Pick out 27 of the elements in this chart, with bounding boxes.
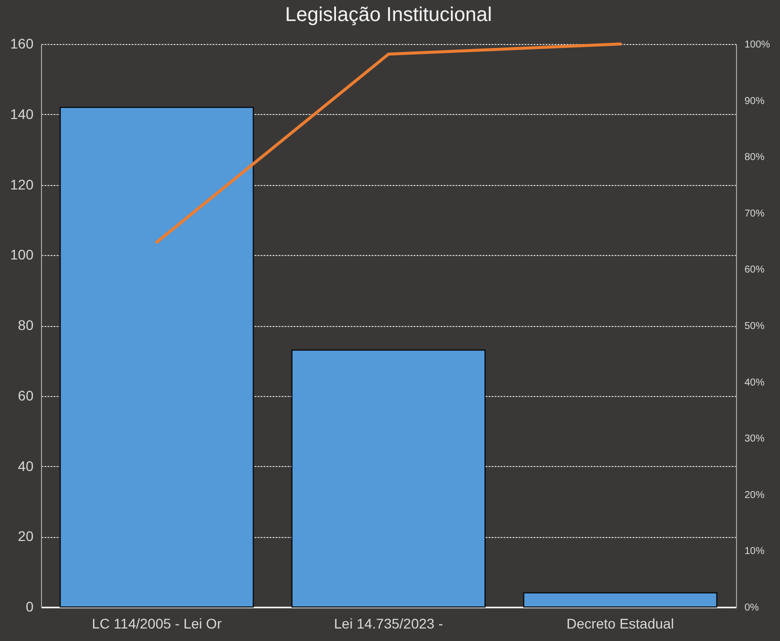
y2-tick-label: 0% [744,602,760,614]
y2-tick-label: 90% [744,96,765,107]
y-tick-label: 140 [10,106,34,122]
y2-tick-label: 20% [744,490,765,501]
y2-tick-label: 30% [744,434,765,445]
x-tick-label: Decreto Estadual [566,616,674,632]
bar [60,106,254,608]
y-tick-label: 0 [26,598,34,614]
y2-tick-label: 70% [744,208,765,220]
y-tick-label: 20 [18,528,34,544]
y2-tick-label: 100% [744,40,770,50]
y-tick-label: 40 [18,458,34,474]
y2-tick-label: 10% [744,546,765,558]
x-tick-label: LC 114/2005 - Lei Or [92,616,222,632]
y-tick-label: 120 [10,176,34,192]
y-tick-label: 100 [10,246,34,263]
y2-tick-label: 50% [744,321,765,332]
bar [291,350,486,608]
bar [523,592,718,608]
y-tick-label: 80 [18,317,34,333]
chart-title: Legislação Institucional [285,4,492,26]
y2-tick-label: 60% [744,264,765,276]
x-tick-label: Lei 14.735/2023 - [334,616,444,632]
y-tick-label: 60 [18,387,34,404]
y2-tick-label: 40% [744,377,765,388]
y2-tick-label: 80% [744,152,765,164]
y-tick-label: 160 [10,36,34,52]
